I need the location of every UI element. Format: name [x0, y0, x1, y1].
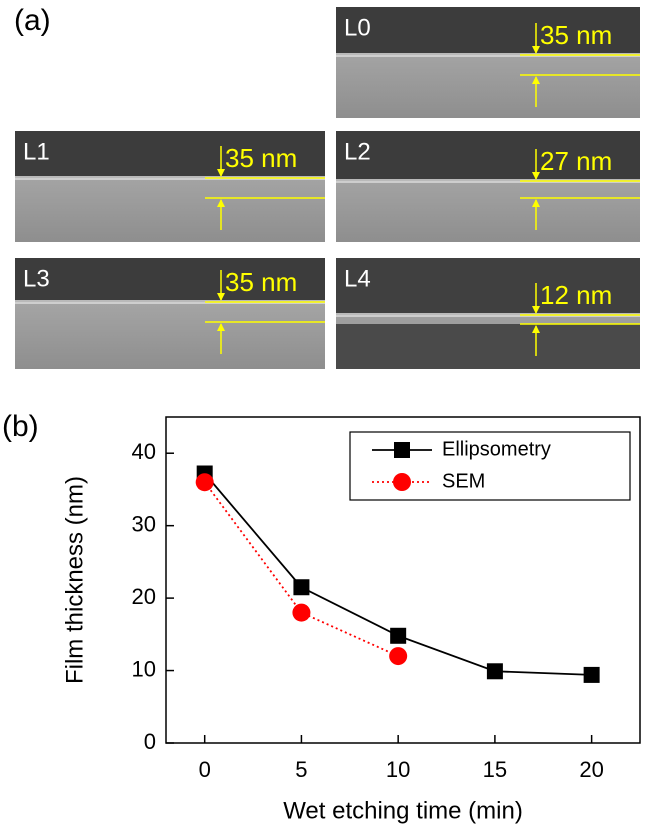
- data-point: [390, 627, 407, 644]
- y-axis-label: Film thickness (nm): [61, 476, 88, 684]
- y-tick-label: 10: [132, 656, 156, 681]
- y-tick-label: 40: [132, 439, 156, 464]
- legend-marker: [393, 473, 411, 491]
- arrow-head: [217, 169, 225, 177]
- x-axis-label: Wet etching time (min): [283, 797, 523, 824]
- sem-label: L3: [23, 265, 50, 292]
- series-line: [204, 472, 592, 676]
- legend-label: Ellipsometry: [442, 438, 551, 460]
- data-point: [583, 666, 600, 683]
- x-tick-label: 15: [483, 757, 507, 782]
- film-edge: [15, 176, 325, 180]
- sem-image: L0 35 nm: [336, 7, 640, 118]
- thickness-label: 12 nm: [540, 280, 612, 310]
- sem-label: L1: [23, 138, 50, 165]
- data-point: [293, 579, 310, 596]
- sem-image: L3 35 nm: [15, 258, 325, 369]
- plot-frame: [165, 416, 641, 744]
- arrow-head: [217, 293, 225, 301]
- thickness-label: 35 nm: [540, 20, 612, 50]
- panel-label: (b): [2, 410, 39, 443]
- thickness-label: 27 nm: [540, 146, 612, 176]
- arrow-head: [532, 306, 540, 314]
- arrow-head: [532, 172, 540, 180]
- legend-label: SEM: [442, 470, 485, 492]
- sem-vacuum: [336, 258, 640, 315]
- thickness-label: 35 nm: [225, 267, 297, 297]
- data-point: [389, 647, 408, 666]
- arrow-head: [532, 325, 540, 333]
- panel-label: (a): [14, 4, 51, 37]
- sem-image: L1 35 nm: [15, 131, 325, 242]
- y-tick-label: 0: [144, 729, 156, 754]
- data-point: [486, 663, 503, 680]
- sem-label: L0: [344, 14, 371, 41]
- y-tick-label: 20: [132, 584, 156, 609]
- x-tick-label: 0: [199, 757, 211, 782]
- film-edge: [336, 53, 640, 57]
- x-tick-label: 20: [579, 757, 603, 782]
- data-point: [195, 473, 214, 492]
- substrate: [336, 324, 640, 369]
- data-point: [292, 603, 311, 622]
- arrow-head: [217, 323, 225, 331]
- film-edge: [15, 300, 325, 304]
- sem-label: L2: [344, 138, 371, 165]
- thickness-label: 35 nm: [225, 143, 297, 173]
- x-tick-label: 10: [386, 757, 410, 782]
- sem-vacuum: [15, 258, 325, 302]
- y-tick-label: 30: [132, 511, 156, 536]
- sem-vacuum: [15, 131, 325, 178]
- arrow-head: [217, 199, 225, 207]
- legend-marker: [394, 442, 410, 458]
- sem-image: L2 27 nm: [336, 131, 640, 242]
- x-tick-label: 5: [295, 757, 307, 782]
- film-edge: [336, 179, 640, 183]
- sem-image: L4 12 nm: [336, 258, 640, 369]
- sem-vacuum: [336, 131, 640, 181]
- sem-label: L4: [344, 265, 371, 292]
- film-edge: [336, 313, 640, 317]
- arrow-head: [532, 199, 540, 207]
- arrow-head: [532, 76, 540, 84]
- arrow-head: [532, 46, 540, 54]
- sem-vacuum: [336, 7, 640, 55]
